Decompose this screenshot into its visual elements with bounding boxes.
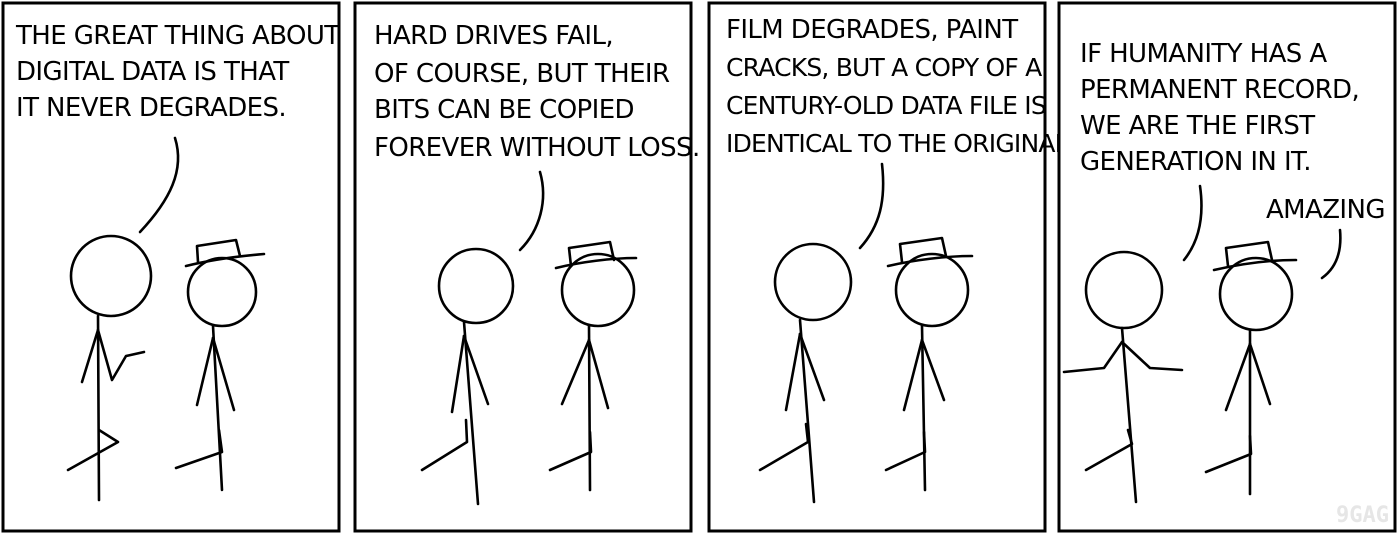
speaker-arm-left bbox=[80, 328, 100, 384]
listener-leg-left bbox=[884, 430, 927, 472]
listener-arm-right bbox=[587, 338, 610, 410]
listener-stick-figure-with-hat bbox=[884, 236, 974, 492]
listener-arm-right bbox=[1248, 342, 1272, 406]
panel-4-caption-line-1: IF HUMANITY HAS A bbox=[1080, 39, 1327, 69]
panel-1-border bbox=[1, 1, 341, 533]
panel-2-caption-line-4: FOREVER WITHOUT LOSS. bbox=[374, 133, 700, 163]
listener-arm-right bbox=[211, 336, 236, 412]
listener-hat-brim bbox=[1212, 258, 1298, 272]
listener-hat-top bbox=[195, 238, 242, 264]
panel-3-caption-line-2: CRACKS, BUT A COPY OF A bbox=[726, 53, 1042, 82]
speaker-head bbox=[1084, 250, 1164, 330]
speaker-stick-figure bbox=[66, 234, 153, 502]
speaker-leg-left bbox=[420, 418, 469, 472]
speaker-arm-right bbox=[462, 334, 490, 406]
panel-2-speech-tail bbox=[518, 170, 545, 252]
speaker-arm-left bbox=[450, 334, 466, 414]
panel-2: HARD DRIVES FAIL, OF COURSE, BUT THEIR B… bbox=[353, 1, 700, 533]
speaker-arm-right bbox=[96, 328, 146, 382]
listener-hat-top bbox=[1224, 240, 1274, 268]
speaker-body bbox=[462, 320, 480, 506]
watermark: 9GAG bbox=[1336, 503, 1389, 528]
listener-body bbox=[211, 324, 224, 492]
listener-stick-figure-with-hat bbox=[1204, 240, 1298, 496]
speaker-body bbox=[798, 318, 816, 504]
panel-4-caption-line-2: PERMANENT RECORD, bbox=[1080, 75, 1359, 105]
speaker-head bbox=[69, 234, 153, 318]
panel-3-border bbox=[707, 1, 1047, 533]
panel-1-caption-line-2: DIGITAL DATA IS THAT bbox=[16, 57, 289, 87]
panel-2-caption-line-1: HARD DRIVES FAIL, bbox=[374, 21, 613, 51]
panel-4-caption-line-4: GENERATION IN IT. bbox=[1080, 147, 1311, 177]
speaker-leg-left bbox=[758, 422, 810, 472]
speaker-arm-right bbox=[798, 332, 826, 402]
panel-4-reply: AMAZING bbox=[1266, 195, 1385, 225]
panel-1-caption-line-1: THE GREAT THING ABOUT bbox=[15, 21, 340, 51]
listener-arm-left bbox=[902, 338, 924, 412]
panel-3-caption-line-4: IDENTICAL TO THE ORIGINAL bbox=[726, 129, 1069, 158]
listener-leg-left bbox=[548, 430, 593, 472]
listener-body bbox=[587, 324, 592, 492]
speaker-stick-figure bbox=[420, 247, 515, 506]
listener-head bbox=[560, 252, 636, 328]
listener-head bbox=[1218, 256, 1294, 332]
listener-stick-figure-with-hat bbox=[174, 238, 266, 492]
listener-head bbox=[894, 252, 970, 328]
panel-4-caption-line-3: WE ARE THE FIRST bbox=[1080, 111, 1315, 141]
speaker-body bbox=[96, 314, 101, 502]
speaker-arm-left bbox=[784, 332, 802, 412]
listener-hat-brim bbox=[184, 252, 266, 268]
panel-2-border bbox=[353, 1, 693, 533]
listener-arm-left bbox=[560, 338, 591, 406]
listener-hat-brim bbox=[886, 254, 974, 268]
listener-arm-left bbox=[1224, 342, 1252, 412]
panel-3: FILM DEGRADES, PAINT CRACKS, BUT A COPY … bbox=[707, 1, 1069, 533]
panel-4-reply-tail bbox=[1320, 228, 1342, 280]
speaker-leg-left bbox=[1084, 428, 1134, 472]
speaker-head bbox=[773, 242, 853, 322]
panel-3-caption-line-3: CENTURY-OLD DATA FILE IS bbox=[726, 91, 1046, 120]
speaker-arm-right bbox=[1120, 340, 1184, 372]
speaker-leg-left bbox=[66, 428, 120, 472]
panel-4: IF HUMANITY HAS A PERMANENT RECORD, WE A… bbox=[1057, 1, 1397, 533]
speaker-body bbox=[1120, 326, 1138, 504]
listener-body bbox=[920, 324, 927, 492]
panel-2-caption-line-2: OF COURSE, BUT THEIR bbox=[374, 59, 670, 89]
listener-leg-left bbox=[174, 428, 224, 470]
speaker-arm-left bbox=[1062, 340, 1124, 374]
listener-hat-brim bbox=[554, 256, 638, 270]
panel-3-speech-tail bbox=[858, 162, 885, 250]
listener-hat-top bbox=[898, 236, 948, 264]
panel-1-speech-tail bbox=[138, 136, 180, 234]
speaker-stick-figure bbox=[1062, 250, 1184, 504]
listener-stick-figure-with-hat bbox=[548, 240, 638, 492]
panel-3-caption-line-1: FILM DEGRADES, PAINT bbox=[726, 15, 1018, 45]
listener-hat-top bbox=[567, 240, 616, 268]
panel-2-caption-line-3: BITS CAN BE COPIED bbox=[374, 95, 634, 125]
speaker-head bbox=[437, 247, 515, 325]
listener-arm-left bbox=[195, 336, 215, 407]
panel-1-caption-line-3: IT NEVER DEGRADES. bbox=[16, 93, 286, 123]
listener-leg-left bbox=[1204, 434, 1253, 474]
listener-arm-right bbox=[920, 338, 946, 402]
panel-4-speech-tail bbox=[1182, 184, 1203, 262]
speaker-stick-figure bbox=[758, 242, 853, 504]
panel-1: THE GREAT THING ABOUT DIGITAL DATA IS TH… bbox=[1, 1, 341, 533]
